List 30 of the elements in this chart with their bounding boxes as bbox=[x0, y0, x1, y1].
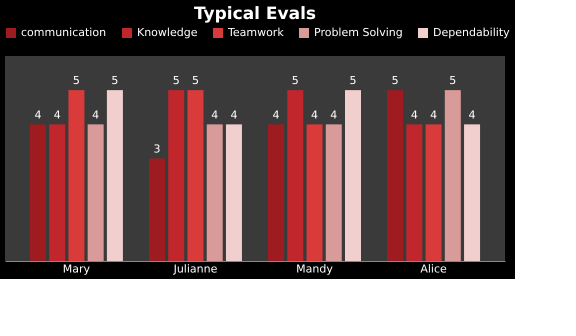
legend-label: Teamwork bbox=[227, 26, 284, 39]
legend-label: communication bbox=[21, 26, 106, 39]
data-label: 4 bbox=[34, 108, 42, 122]
data-label: 4 bbox=[92, 108, 100, 122]
data-label: 4 bbox=[468, 108, 476, 122]
chart-title: Typical Evals bbox=[194, 4, 316, 24]
x-tick-label: Alice bbox=[420, 262, 448, 276]
data-label: 5 bbox=[392, 74, 399, 88]
legend-label: Knowledge bbox=[137, 26, 198, 39]
data-label: 5 bbox=[449, 74, 456, 88]
data-label: 5 bbox=[72, 74, 80, 88]
x-tick-label: Mandy bbox=[296, 262, 334, 276]
data-label: 4 bbox=[430, 108, 438, 122]
legend-label: Dependability bbox=[433, 26, 510, 39]
data-label: 4 bbox=[311, 108, 318, 122]
data-label: 4 bbox=[211, 108, 218, 122]
data-label: 3 bbox=[153, 142, 160, 156]
data-label: 4 bbox=[272, 108, 280, 122]
data-label: 5 bbox=[111, 74, 118, 88]
data-label: 4 bbox=[330, 108, 338, 122]
data-label: 5 bbox=[350, 74, 357, 88]
legend-label: Problem Solving bbox=[314, 26, 403, 39]
data-label: 5 bbox=[192, 74, 199, 88]
x-tick-label: Julianne bbox=[172, 262, 218, 276]
data-label: 4 bbox=[230, 108, 238, 122]
x-tick-label: Mary bbox=[62, 262, 91, 276]
data-label: 4 bbox=[410, 108, 418, 122]
data-label: 5 bbox=[292, 74, 299, 88]
data-label: 5 bbox=[172, 74, 180, 88]
data-label: 4 bbox=[54, 108, 61, 122]
